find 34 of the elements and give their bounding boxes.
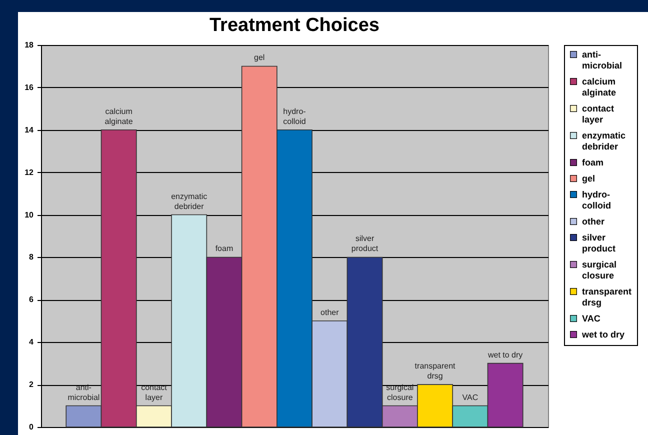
y-tick-label: 18	[24, 40, 34, 50]
legend-label: gel	[582, 174, 596, 184]
legend-label: other	[582, 216, 605, 226]
text: VAC	[462, 392, 478, 402]
y-tick-label: 12	[24, 168, 34, 177]
legend-label: anti-microbial	[582, 50, 622, 70]
legend-label: VAC	[582, 314, 601, 324]
text: foam	[215, 244, 234, 254]
text: silver product	[351, 234, 378, 254]
y-tick-label: 10	[24, 210, 34, 220]
legend-label: calcium alginate	[582, 76, 616, 98]
y-tick-label: 2	[29, 380, 34, 390]
y-tick-label: 8	[29, 252, 34, 262]
text: transparent drsg	[414, 362, 456, 381]
y-tick-label: 0	[29, 422, 34, 432]
text: calcium alginate	[104, 106, 133, 126]
legend-label: silver product	[582, 232, 616, 254]
legend-label: contact layer	[582, 104, 614, 124]
y-tick-label: 16	[24, 82, 34, 92]
legend-label: wet to dry	[581, 330, 625, 340]
text: other	[320, 308, 339, 317]
legend-label: foam	[582, 158, 604, 168]
legend-label: transparent drsg	[582, 286, 632, 308]
text: gel	[254, 53, 265, 62]
y-tick-label: 4	[29, 338, 34, 347]
text: enzymatic debrider	[171, 192, 208, 211]
chart-title: Treatment Choices	[210, 15, 380, 36]
legend-label: enzymatic debrider	[582, 130, 626, 152]
legend-label: hydro-colloid	[582, 190, 611, 210]
text: wet to dry	[488, 350, 523, 360]
y-tick-label: 6	[29, 295, 34, 304]
text: hydro-colloid	[283, 106, 306, 126]
legend-label: surgical closure	[582, 260, 617, 280]
y-tick-label: 14	[24, 125, 34, 134]
